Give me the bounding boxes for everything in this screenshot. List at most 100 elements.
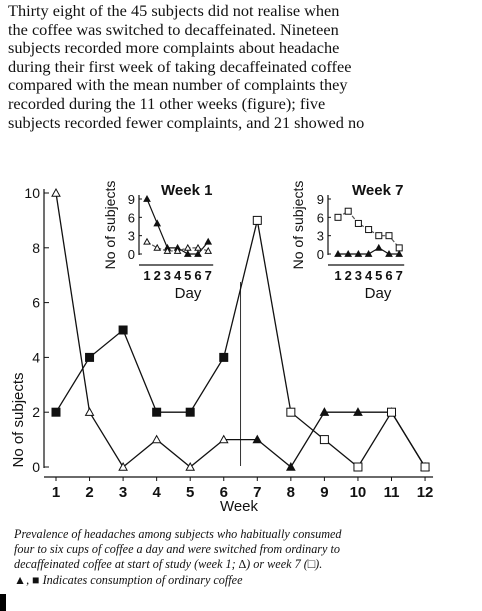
inset-y-tick-label: 9 — [128, 192, 135, 207]
inset-data-point — [344, 249, 353, 257]
inset-data-point — [334, 249, 342, 257]
inset-data-point — [354, 219, 362, 227]
page-edge-mark — [0, 594, 6, 611]
inset-2-y-axis-label: No of subjects — [290, 181, 306, 270]
paragraph-line: compared with the mean number of complai… — [8, 75, 348, 95]
inset-x-tick-label: 4 — [365, 268, 373, 283]
main-data-point — [387, 407, 396, 417]
inset-data-point — [385, 232, 393, 240]
paragraph-line: subjects recorded more complaints about … — [8, 38, 340, 58]
main-data-point — [51, 407, 61, 417]
inset-data-point — [153, 243, 162, 251]
main-x-tick-label: 10 — [350, 484, 367, 501]
main-data-point — [151, 434, 162, 444]
main-y-tick-label: 0 — [32, 459, 40, 475]
inset-data-point — [204, 237, 213, 245]
main-data-point — [185, 461, 196, 471]
inset-data-point — [395, 249, 404, 257]
caption-line: Prevalence of headaches among subjects w… — [14, 527, 342, 541]
inset-data-point — [334, 213, 342, 221]
article-paragraph: Thirty eight of the 45 subjects did not … — [8, 1, 470, 132]
main-data-point — [152, 407, 162, 417]
main-data-point — [319, 435, 329, 445]
main-data-point — [51, 187, 61, 197]
main-x-tick-label: 9 — [320, 484, 328, 501]
main-x-tick-label: 7 — [253, 484, 261, 501]
inset-x-tick-label: 6 — [385, 268, 392, 283]
main-data-point — [420, 462, 430, 472]
paragraph-line: recorded during the 11 other weeks (figu… — [8, 93, 326, 113]
inset-x-tick-label: 5 — [184, 268, 191, 283]
main-data-point — [252, 215, 262, 225]
inset-1-y-axis-label: No of subjects — [102, 181, 118, 270]
main-y-tick-label: 2 — [32, 404, 40, 420]
main-x-tick-label: 6 — [220, 484, 228, 501]
main-y-tick-label: 4 — [32, 349, 40, 365]
main-y-tick-label: 10 — [24, 185, 40, 201]
inset-x-tick-label: 2 — [345, 268, 352, 283]
inset-data-point — [183, 249, 192, 257]
main-data-point — [286, 461, 296, 471]
inset-data-point — [183, 243, 192, 251]
inset-1-title: Week 1 — [161, 182, 212, 199]
main-x-tick-label: 1 — [52, 484, 60, 501]
inset-x-tick-label: 4 — [174, 268, 182, 283]
inset-1-x-axis-label: Day — [175, 285, 202, 302]
inset-x-tick-label: 1 — [143, 268, 150, 283]
inset-x-tick-label: 1 — [334, 268, 341, 283]
inset-y-tick-label: 3 — [317, 229, 324, 244]
main-series-line — [55, 220, 426, 468]
inset-data-point — [153, 219, 162, 227]
figure-caption: Prevalence of headaches among subjects w… — [14, 527, 464, 588]
inset-data-point — [375, 232, 383, 240]
inset-data-point — [344, 207, 352, 215]
main-x-tick-label: 5 — [186, 484, 194, 501]
inset-x-tick-label: 3 — [355, 268, 362, 283]
inset-y-tick-label: 3 — [128, 229, 135, 244]
main-data-point — [219, 352, 229, 362]
main-x-tick-label: 4 — [152, 484, 161, 501]
main-data-point — [319, 407, 330, 416]
main-data-point — [252, 434, 263, 444]
main-data-point — [286, 407, 296, 417]
inset-2-x-axis-label: Day — [365, 285, 392, 302]
main-x-axis-label: Week — [220, 498, 259, 515]
inset-y-tick-label: 9 — [317, 192, 324, 207]
inset-data-point — [194, 243, 202, 251]
inset-data-point — [143, 194, 151, 202]
inset-data-point — [163, 246, 172, 254]
inset-y-tick-label: 0 — [128, 247, 135, 262]
caption-line: decaffeinated coffee at start of study (… — [14, 557, 323, 572]
main-x-tick-label: 8 — [287, 484, 295, 501]
inset-x-tick-label: 2 — [154, 268, 161, 283]
caption-line: four to six cups of coffee a day and wer… — [14, 542, 340, 557]
paragraph-line: Thirty eight of the 45 subjects did not … — [8, 1, 340, 20]
inset-y-tick-label: 6 — [128, 210, 135, 225]
inset-y-tick-label: 6 — [317, 210, 324, 225]
main-data-point — [118, 461, 128, 471]
paragraph-line: subjects recorded fewer complaints, and … — [8, 112, 365, 132]
inset-x-tick-label: 5 — [375, 268, 382, 283]
main-data-point — [85, 352, 95, 362]
main-x-tick-label: 11 — [384, 484, 400, 501]
main-data-point — [353, 462, 363, 472]
main-data-point — [84, 407, 95, 416]
paragraph-line: the coffee was switched to decaffeinated… — [8, 19, 339, 39]
inset-2-title: Week 7 — [352, 182, 403, 199]
inset-data-point — [173, 246, 182, 254]
inset-x-tick-label: 6 — [194, 268, 201, 283]
main-data-point — [353, 407, 363, 416]
main-series-line — [55, 192, 426, 468]
main-y-tick-label: 6 — [32, 295, 40, 311]
inset-data-point — [194, 249, 202, 257]
main-x-tick-label: 12 — [417, 484, 434, 501]
inset-x-tick-label: 7 — [205, 268, 212, 283]
paragraph-line: during their first week of taking decaff… — [8, 56, 352, 76]
inset-data-point — [365, 226, 373, 234]
inset-data-point — [354, 249, 363, 257]
main-data-point — [185, 407, 195, 417]
